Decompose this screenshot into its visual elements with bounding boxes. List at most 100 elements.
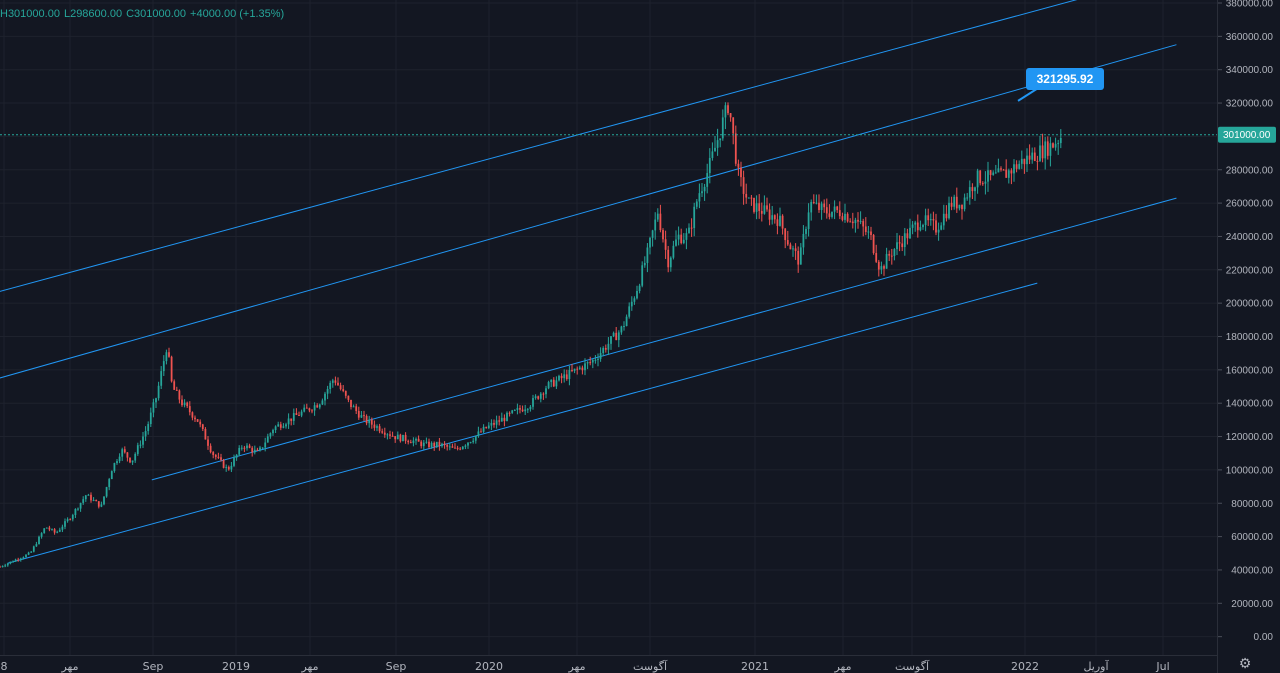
- candle-body: [711, 151, 714, 158]
- y-tick-label: 0.00: [1254, 632, 1274, 643]
- candle-body: [513, 409, 516, 411]
- candle-body: [656, 213, 659, 220]
- candle-body: [399, 434, 402, 442]
- candle-body: [753, 197, 755, 212]
- candle-body: [56, 531, 59, 533]
- candle-body: [927, 215, 930, 221]
- last-price-label: 301000.00: [1223, 130, 1271, 141]
- candle-body: [308, 408, 311, 411]
- trendline[interactable]: [0, 44, 1177, 382]
- candle-body: [623, 326, 625, 328]
- candle-body: [105, 487, 108, 497]
- candle-body: [693, 206, 696, 229]
- callout-label: 321295.92: [1037, 72, 1094, 86]
- y-tick-label: 80000.00: [1231, 499, 1273, 510]
- candle-body: [12, 561, 14, 563]
- candle-body: [1041, 145, 1044, 159]
- candle-body: [238, 447, 241, 455]
- candle-body: [612, 332, 615, 337]
- candle-body: [903, 233, 906, 248]
- x-tick-label: Sep: [143, 660, 164, 673]
- candle-body: [84, 495, 87, 500]
- candle-body: [602, 348, 605, 354]
- candle-body: [784, 228, 787, 241]
- candle-body: [714, 147, 716, 152]
- x-tick-label: آوریل: [1083, 659, 1109, 673]
- candle-body: [1052, 143, 1054, 148]
- candle-body: [266, 436, 269, 443]
- candle-body: [170, 356, 173, 382]
- candle-body: [516, 408, 519, 410]
- candle-body: [352, 406, 355, 408]
- candle-body: [1033, 152, 1036, 161]
- trendline[interactable]: [0, 0, 1126, 295]
- chart-grid: [0, 0, 1218, 655]
- candle-body: [331, 380, 334, 383]
- candle-body: [591, 360, 594, 363]
- trendline[interactable]: [151, 197, 1177, 481]
- candle-body: [227, 466, 230, 470]
- candle-body: [422, 442, 425, 447]
- candle-body: [633, 298, 636, 302]
- candle-body: [729, 113, 732, 118]
- candle-body: [433, 442, 436, 447]
- candle-body: [1044, 141, 1047, 159]
- candle-body: [1015, 164, 1018, 169]
- candle-body: [506, 412, 508, 422]
- candle-body: [77, 508, 79, 510]
- ohlc-legend: H301000.00 L298600.00 C301000.00 +4000.00 (…: [0, 8, 288, 20]
- candle-body: [386, 434, 389, 436]
- candle-body: [360, 415, 363, 418]
- candle-body: [651, 230, 654, 238]
- candle-body: [906, 233, 909, 239]
- candle-body: [901, 243, 904, 248]
- candle-body: [188, 406, 191, 413]
- candle-body: [472, 440, 475, 443]
- candle-body: [292, 413, 295, 421]
- candle-body: [953, 196, 956, 207]
- candle-body: [139, 444, 142, 446]
- price-callout[interactable]: 321295.92: [1017, 68, 1104, 102]
- candle-body: [576, 368, 579, 370]
- candle-body: [896, 242, 898, 250]
- candle-body: [303, 407, 306, 412]
- candle-body: [763, 205, 766, 214]
- y-tick-label: 240000.00: [1226, 232, 1274, 243]
- candle-body: [311, 410, 313, 412]
- trendline[interactable]: [7, 282, 1038, 564]
- candle-body: [430, 442, 433, 448]
- y-tick-label: 320000.00: [1226, 99, 1274, 110]
- x-tick-label: مهر: [567, 660, 585, 673]
- price-axis[interactable]: 380000.00360000.00340000.00320000.003000…: [1218, 0, 1273, 643]
- candle-body: [550, 379, 553, 383]
- candle-body: [53, 529, 56, 533]
- candle-body: [485, 426, 488, 429]
- candle-body: [987, 170, 989, 182]
- candle-body: [17, 559, 20, 561]
- candle-body: [721, 117, 724, 139]
- candle-body: [217, 456, 220, 458]
- candle-body: [277, 424, 280, 427]
- candle-body: [638, 285, 641, 291]
- candle-body: [264, 442, 267, 448]
- candle-body: [662, 230, 664, 240]
- candle-body: [248, 445, 251, 448]
- candle-body: [1, 566, 4, 568]
- candle-body: [997, 168, 1000, 173]
- candle-body: [318, 404, 321, 408]
- candle-body: [69, 519, 72, 521]
- candle-body: [404, 434, 407, 441]
- x-tick-label: 2020: [475, 660, 503, 673]
- candle-body: [558, 375, 560, 381]
- candle-body: [641, 265, 644, 286]
- candle-body: [149, 412, 152, 425]
- candle-body: [251, 447, 254, 453]
- candle-body: [175, 389, 178, 391]
- y-tick-label: 220000.00: [1226, 265, 1274, 276]
- time-axis[interactable]: 8 مهر Sep 2019 مهر Sep 2020 مهر آگوست 2021 مهر آگوس…: [1, 659, 1170, 673]
- candle-body: [849, 221, 852, 223]
- gear-icon[interactable]: ⚙: [1238, 656, 1252, 672]
- candle-body: [766, 205, 768, 210]
- candle-body: [981, 183, 984, 185]
